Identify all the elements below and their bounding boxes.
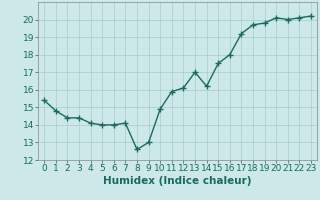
X-axis label: Humidex (Indice chaleur): Humidex (Indice chaleur) bbox=[103, 176, 252, 186]
